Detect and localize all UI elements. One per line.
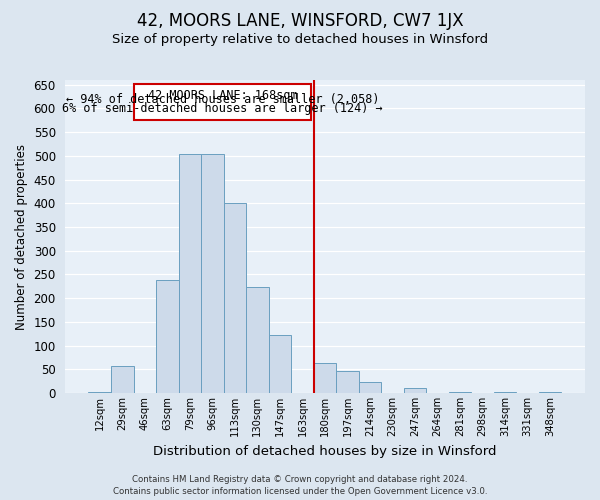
Bar bbox=[539, 392, 562, 393]
Bar bbox=[134, 84, 311, 120]
Bar bbox=[179, 154, 201, 393]
Y-axis label: Number of detached properties: Number of detached properties bbox=[15, 144, 28, 330]
Text: 6% of semi-detached houses are larger (124) →: 6% of semi-detached houses are larger (1… bbox=[62, 102, 383, 114]
Text: Size of property relative to detached houses in Winsford: Size of property relative to detached ho… bbox=[112, 32, 488, 46]
Bar bbox=[156, 280, 179, 393]
Text: 42, MOORS LANE, WINSFORD, CW7 1JX: 42, MOORS LANE, WINSFORD, CW7 1JX bbox=[137, 12, 463, 30]
Bar bbox=[404, 388, 426, 393]
Text: ← 94% of detached houses are smaller (2,058): ← 94% of detached houses are smaller (2,… bbox=[66, 93, 379, 106]
X-axis label: Distribution of detached houses by size in Winsford: Distribution of detached houses by size … bbox=[153, 444, 497, 458]
Bar bbox=[201, 154, 224, 393]
Bar bbox=[336, 371, 359, 393]
Bar bbox=[88, 392, 111, 393]
Bar bbox=[314, 363, 336, 393]
Bar bbox=[111, 366, 134, 393]
Bar bbox=[224, 204, 246, 393]
Bar bbox=[359, 382, 381, 393]
Bar bbox=[449, 392, 471, 393]
Bar bbox=[269, 335, 291, 393]
Text: 42 MOORS LANE: 168sqm: 42 MOORS LANE: 168sqm bbox=[148, 90, 297, 102]
Text: Contains HM Land Registry data © Crown copyright and database right 2024.
Contai: Contains HM Land Registry data © Crown c… bbox=[113, 474, 487, 496]
Bar bbox=[246, 288, 269, 393]
Bar bbox=[494, 392, 517, 393]
